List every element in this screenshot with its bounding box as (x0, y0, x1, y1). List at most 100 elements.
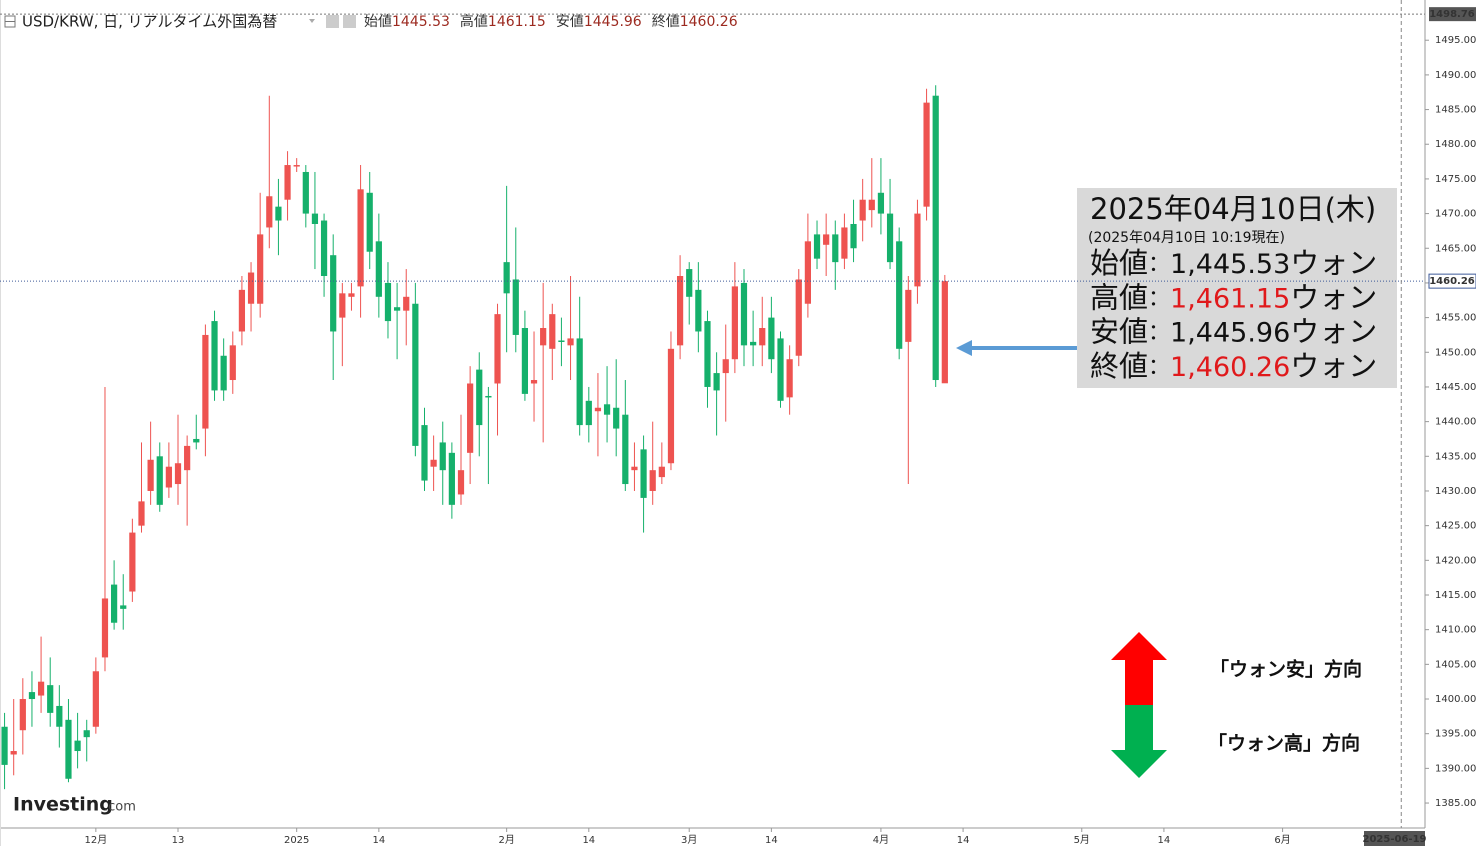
ohlc-value: 1461.15 (488, 14, 546, 30)
ohlc-value: 1445.53 (392, 14, 450, 30)
candle-body (74, 740, 81, 752)
y-tick-label: 1470.00 (1435, 209, 1476, 220)
ohlc-name: 始値 (364, 14, 392, 30)
up-arrow (1111, 632, 1167, 705)
x-tick-label: 5月 (1074, 834, 1090, 846)
candle-body (567, 338, 574, 346)
candle-body (65, 719, 72, 779)
direction-label: 「ウォン安」方向 (1210, 658, 1362, 681)
candle-body (476, 369, 483, 426)
y-tick-label: 1445.00 (1435, 382, 1476, 393)
x-tick-label: 2月 (498, 834, 514, 846)
row-label: 安値 (1090, 315, 1148, 349)
row-label: 終値 (1090, 349, 1148, 383)
direction-label: 「ウォン高」方向 (1208, 732, 1360, 755)
candle-body (795, 279, 802, 356)
candle-body (448, 452, 455, 505)
candle-body (330, 255, 337, 332)
candle-body (138, 501, 145, 526)
candle-body (494, 314, 501, 384)
candle-body (393, 307, 401, 311)
candle-body (220, 355, 227, 391)
y-tick-label: 1490.00 (1435, 70, 1476, 81)
candle-body (558, 340, 565, 342)
annotation-row: 安値：1,445.96ウォン (1090, 315, 1377, 349)
candle-body (384, 282, 392, 322)
row-unit: ウォン (1290, 315, 1377, 349)
row-value: 1,460.26 (1170, 351, 1290, 382)
candle-body (211, 321, 218, 391)
row-separator: ： (1148, 286, 1170, 311)
symbol-title: USD/KRW, 日, リアルタイム外国為替 (22, 13, 277, 31)
candle-body (786, 359, 793, 398)
annotation-date: 2025年04月10日(木) (1090, 192, 1376, 226)
candle-body (375, 241, 382, 297)
candle-body (485, 395, 492, 398)
dropdown-icon (309, 19, 315, 23)
candle-body (28, 692, 36, 700)
x-tick-label: 14 (582, 835, 595, 846)
candle-body (603, 404, 611, 415)
candle-body (293, 165, 300, 167)
candle-body (932, 95, 939, 381)
candle-body (19, 699, 26, 731)
candle-body (111, 584, 118, 623)
candle-body (768, 317, 775, 360)
candle-body (503, 262, 510, 294)
candle-body (622, 414, 629, 485)
candle-body (165, 466, 172, 488)
candle-body (530, 380, 538, 384)
y-tick-label: 1450.00 (1435, 347, 1476, 358)
annotation-asof: (2025年04月10日 10:19現在) (1088, 230, 1285, 246)
candle-body (676, 276, 684, 346)
candle-body (585, 400, 592, 426)
ohlc-values: 始値1445.53 高値1461.15 安値1445.96 終値1460.26 (364, 13, 738, 30)
candle-body (348, 293, 355, 297)
candle-body (439, 442, 446, 471)
candle-body (896, 241, 903, 349)
candle-body (430, 459, 437, 467)
candle-body (713, 373, 720, 391)
candle-body (101, 598, 109, 658)
candle-body (658, 466, 665, 478)
y-tick-label: 1475.00 (1435, 174, 1476, 185)
candle-body (147, 459, 154, 491)
x-tick-label: 14 (1158, 835, 1171, 846)
candle-body (120, 605, 127, 609)
candle-body (576, 338, 583, 426)
candle-body (640, 449, 647, 498)
y-tick-label: 1485.00 (1435, 105, 1476, 116)
candle-body (686, 269, 693, 297)
candle-body (266, 196, 273, 228)
top-marker-label: 1498.76 (1429, 9, 1475, 20)
y-tick-label: 1410.00 (1435, 625, 1476, 636)
candle-body (275, 206, 282, 221)
candle-body (823, 234, 830, 245)
candle-body (457, 470, 465, 495)
row-label: 始値 (1090, 246, 1148, 280)
candle-body (813, 234, 821, 259)
candle-body (722, 359, 729, 374)
candle-body (731, 286, 738, 360)
top-marker-box (1429, 7, 1476, 22)
annotation-rows: 始値：1,445.53ウォン高値：1,461.15ウォン安値：1,445.96ウ… (1090, 246, 1377, 383)
y-tick-label: 1455.00 (1435, 313, 1476, 324)
candle-body (540, 328, 547, 346)
last-price-label: 1460.26 (1429, 276, 1475, 287)
candle-body (421, 425, 428, 481)
candle-body (549, 314, 556, 349)
y-tick-label: 1440.00 (1435, 417, 1476, 428)
candle-body (467, 383, 474, 453)
x-tick-label: 2025 (284, 835, 309, 846)
candle-body (357, 189, 364, 287)
candle-body (914, 213, 921, 287)
candle-body (403, 296, 410, 311)
candle-body (238, 289, 246, 332)
y-tick-label: 1495.00 (1435, 35, 1476, 46)
candle-body (841, 227, 848, 259)
candle-body (184, 445, 191, 471)
icon (343, 15, 356, 28)
candle-body (366, 192, 373, 252)
